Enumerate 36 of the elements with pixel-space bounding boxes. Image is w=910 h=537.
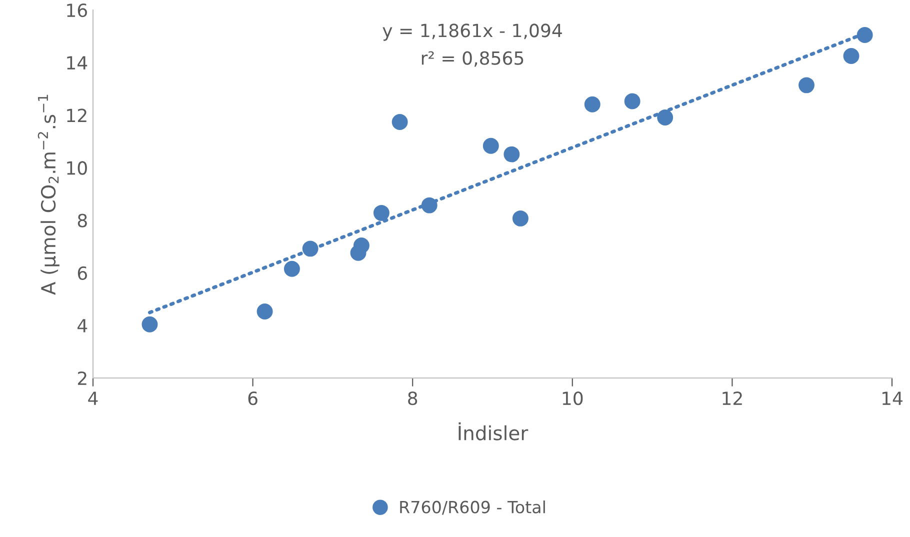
y-tick-label: 6 (78, 266, 87, 280)
point (284, 260, 300, 277)
x-tick-label: 6 (248, 392, 258, 406)
point (512, 210, 528, 226)
y-tick-label: 4 (78, 319, 88, 332)
point (798, 77, 814, 94)
y-tick-label: 14 (67, 56, 88, 70)
point (843, 48, 860, 64)
point (421, 197, 438, 214)
point (482, 138, 499, 154)
point (657, 110, 674, 126)
y-tick-label: 16 (67, 3, 87, 18)
point (504, 146, 520, 162)
point (373, 204, 390, 221)
point (142, 316, 158, 332)
point (353, 238, 370, 254)
x-tick-label: 14 (882, 392, 902, 405)
y-tick-label: 2 (78, 371, 86, 385)
point (584, 96, 600, 112)
x-tick-label: 4 (88, 392, 98, 405)
x-tick-label: 12 (722, 392, 742, 405)
point (256, 304, 273, 320)
x-tick-label: 10 (562, 392, 583, 406)
annotation: y = 1,1861x - 1,094 (382, 24, 562, 41)
point (624, 93, 640, 110)
y-axis-title: A (µmol CO$_{2}$.m$^{−2}$.s$^{−1}$ (38, 94, 60, 295)
point (856, 26, 873, 43)
y-tick-label: 8 (78, 214, 87, 228)
annotation: r² = 0,8565 (422, 51, 524, 67)
point (302, 240, 318, 257)
legend-label: R760/R609 - Total (400, 500, 545, 515)
x-axis-title: İndisler (458, 422, 528, 440)
y-tick-label: 12 (67, 108, 86, 122)
x-tick-label: 8 (408, 392, 418, 406)
y-tick-label: 10 (67, 161, 87, 175)
point (392, 114, 408, 130)
